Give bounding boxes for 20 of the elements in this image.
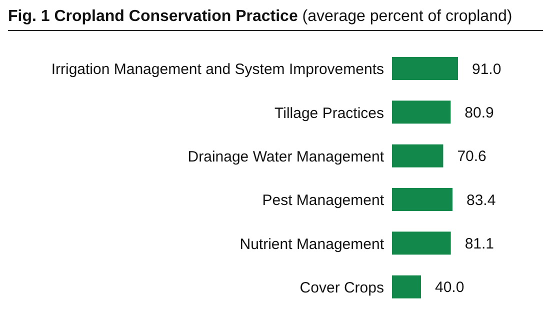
y-tick-label: Pest Management bbox=[262, 192, 385, 210]
text: Fig. 1 Cropland Conservation Practice bbox=[8, 8, 298, 25]
y-tick-label: Drainage Water Management bbox=[188, 148, 385, 166]
data-label: 80.9 bbox=[464, 104, 494, 122]
chart-subtitle: (average percent of cropland) bbox=[302, 8, 512, 25]
data-label: 70.6 bbox=[457, 148, 486, 166]
data-label: 83.4 bbox=[466, 192, 496, 209]
y-tick-label: Nutrient Management bbox=[240, 236, 385, 253]
data-label: 40.0 bbox=[435, 279, 464, 296]
bar bbox=[392, 232, 451, 255]
bar bbox=[392, 100, 451, 124]
bar bbox=[392, 144, 444, 168]
data-label: 91.0 bbox=[472, 60, 502, 78]
y-tick-label: Tillage Practices bbox=[274, 104, 384, 122]
y-tick-label: Cover Crops bbox=[300, 279, 384, 296]
data-label: 81.1 bbox=[464, 235, 494, 252]
y-tick-label: Irrigation Management and System Improvements bbox=[51, 61, 384, 78]
bar bbox=[392, 188, 452, 211]
bar bbox=[392, 275, 422, 298]
bar bbox=[392, 57, 458, 80]
